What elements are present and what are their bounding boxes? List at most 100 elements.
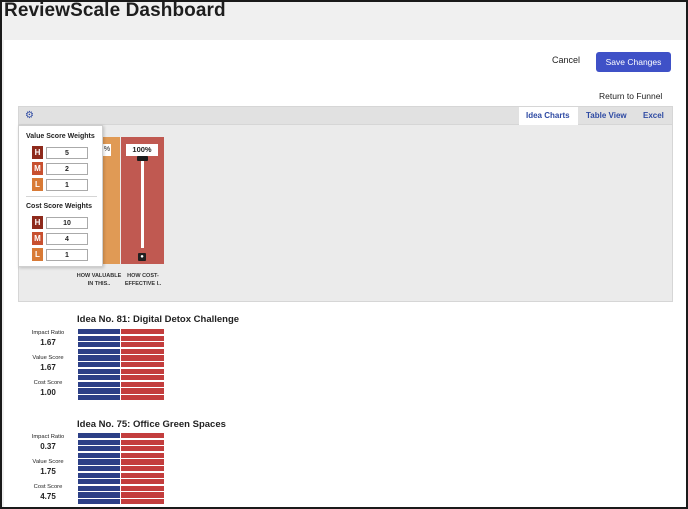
cost-slider-track[interactable] bbox=[141, 158, 144, 248]
bar-row bbox=[78, 439, 164, 445]
value-bar-segment bbox=[78, 394, 120, 401]
cost-bar-segment bbox=[121, 375, 164, 381]
cost-bar-segment bbox=[121, 329, 164, 335]
bar-row bbox=[78, 446, 164, 452]
value-bar-segment bbox=[78, 355, 120, 361]
save-changes-button[interactable]: Save Changes bbox=[596, 52, 671, 72]
value-bar-segment bbox=[78, 342, 120, 348]
bar-row bbox=[78, 472, 164, 478]
cost-bar-segment bbox=[121, 459, 164, 465]
cost-bar-segment bbox=[121, 335, 164, 341]
gear-icon[interactable]: ⚙ bbox=[25, 110, 34, 121]
cost-high-badge: H bbox=[32, 216, 43, 229]
bar-row bbox=[78, 485, 164, 492]
bar-row bbox=[78, 498, 164, 505]
value-bar-segment bbox=[78, 388, 120, 394]
cost-slider-handle[interactable] bbox=[137, 156, 148, 161]
cost-label-line2: EFFECTIVE I.. bbox=[124, 281, 162, 287]
value-bar-segment bbox=[78, 368, 120, 374]
cost-bar-segment bbox=[121, 348, 164, 355]
impact-ratio-value: 0.37 bbox=[40, 442, 56, 451]
idea-title: Idea No. 81: Digital Detox Challenge bbox=[77, 314, 240, 325]
cost-high-input[interactable] bbox=[46, 217, 88, 229]
value-score-label: Value Score bbox=[32, 355, 64, 361]
impact-ratio-label: Impact Ratio bbox=[31, 434, 65, 440]
bar-row bbox=[78, 329, 164, 335]
value-low-input[interactable] bbox=[46, 179, 88, 191]
bar-row bbox=[78, 368, 164, 374]
cost-bar-segment bbox=[121, 446, 164, 452]
value-bar-segment bbox=[78, 459, 120, 465]
bar-row bbox=[78, 355, 164, 361]
value-bar-segment bbox=[78, 465, 120, 472]
cost-bar-segment bbox=[121, 452, 164, 459]
value-score-label: Value Score bbox=[32, 459, 64, 465]
idea-title: Idea No. 75: Office Green Spaces bbox=[77, 419, 226, 430]
cost-bar-segment bbox=[121, 472, 164, 478]
cost-bar-segment bbox=[121, 368, 164, 374]
page-title: ReviewScale Dashboard bbox=[4, 0, 226, 21]
bar-row bbox=[78, 381, 164, 388]
cost-bar-segment bbox=[121, 479, 164, 485]
value-bar-segment bbox=[78, 498, 120, 505]
tab-excel[interactable]: Excel bbox=[643, 111, 664, 120]
value-bar-segment bbox=[78, 335, 120, 341]
bar-row bbox=[78, 335, 164, 341]
value-bar-segment bbox=[78, 329, 120, 335]
cost-score-label: Cost Score bbox=[33, 484, 63, 490]
cost-low-input[interactable] bbox=[46, 249, 88, 261]
value-bar-segment bbox=[78, 472, 120, 478]
cost-bar-segment bbox=[121, 498, 164, 505]
impact-ratio-label: Impact Ratio bbox=[31, 330, 65, 336]
idea-bars bbox=[78, 433, 164, 506]
return-to-funnel-link[interactable]: Return to Funnel bbox=[599, 91, 663, 101]
value-high-input[interactable] bbox=[46, 147, 88, 159]
cost-bar-segment bbox=[121, 342, 164, 348]
bar-row bbox=[78, 479, 164, 485]
bar-row bbox=[78, 465, 164, 472]
cost-pct-box: 100% bbox=[126, 144, 158, 156]
cancel-button[interactable]: Cancel bbox=[552, 55, 581, 65]
value-label-line2: IN THIS.. bbox=[87, 281, 111, 287]
value-bar-segment bbox=[78, 433, 120, 439]
value-medium-input[interactable] bbox=[46, 163, 88, 175]
bar-row bbox=[78, 394, 164, 401]
bar-row bbox=[78, 452, 164, 459]
weights-divider bbox=[26, 196, 97, 197]
panel-toolbar: ⚙ Idea Charts Table View Excel bbox=[19, 107, 672, 125]
cost-bar-segment bbox=[121, 433, 164, 439]
value-weights-heading: Value Score Weights bbox=[26, 133, 95, 140]
cost-low-badge: L bbox=[32, 248, 43, 261]
value-bar-segment bbox=[78, 446, 120, 452]
impact-ratio-value: 1.67 bbox=[40, 338, 56, 347]
value-low-badge: L bbox=[32, 178, 43, 191]
cost-label-line1: HOW COST- bbox=[127, 273, 159, 279]
value-bar-segment bbox=[78, 361, 120, 368]
value-pct-box: % bbox=[103, 144, 111, 156]
cost-medium-input[interactable] bbox=[46, 233, 88, 245]
tab-table-view[interactable]: Table View bbox=[586, 111, 627, 120]
cost-score-label: Cost Score bbox=[33, 380, 63, 386]
value-high-badge: H bbox=[32, 146, 43, 159]
value-medium-badge: M bbox=[32, 162, 43, 175]
active-tab-background bbox=[519, 107, 578, 125]
cost-bar-segment bbox=[121, 361, 164, 368]
bar-row bbox=[78, 342, 164, 348]
bar-row bbox=[78, 388, 164, 394]
cost-bar-segment bbox=[121, 394, 164, 401]
value-score-value: 1.75 bbox=[40, 467, 56, 476]
value-bar-segment bbox=[78, 439, 120, 445]
value-bar-segment bbox=[78, 381, 120, 388]
cost-weights-heading: Cost Score Weights bbox=[26, 203, 92, 210]
bar-row bbox=[78, 459, 164, 465]
tab-idea-charts[interactable]: Idea Charts bbox=[526, 111, 570, 120]
idea-bars bbox=[78, 329, 164, 402]
bar-row bbox=[78, 433, 164, 439]
cost-bar-segment bbox=[121, 492, 164, 498]
lock-icon[interactable]: ● bbox=[138, 253, 146, 261]
cost-bar-segment bbox=[121, 439, 164, 445]
value-column-label: HOW VALUABLE IN THIS.. bbox=[76, 272, 122, 288]
cost-bar-segment bbox=[121, 381, 164, 388]
cost-bar-segment bbox=[121, 465, 164, 472]
